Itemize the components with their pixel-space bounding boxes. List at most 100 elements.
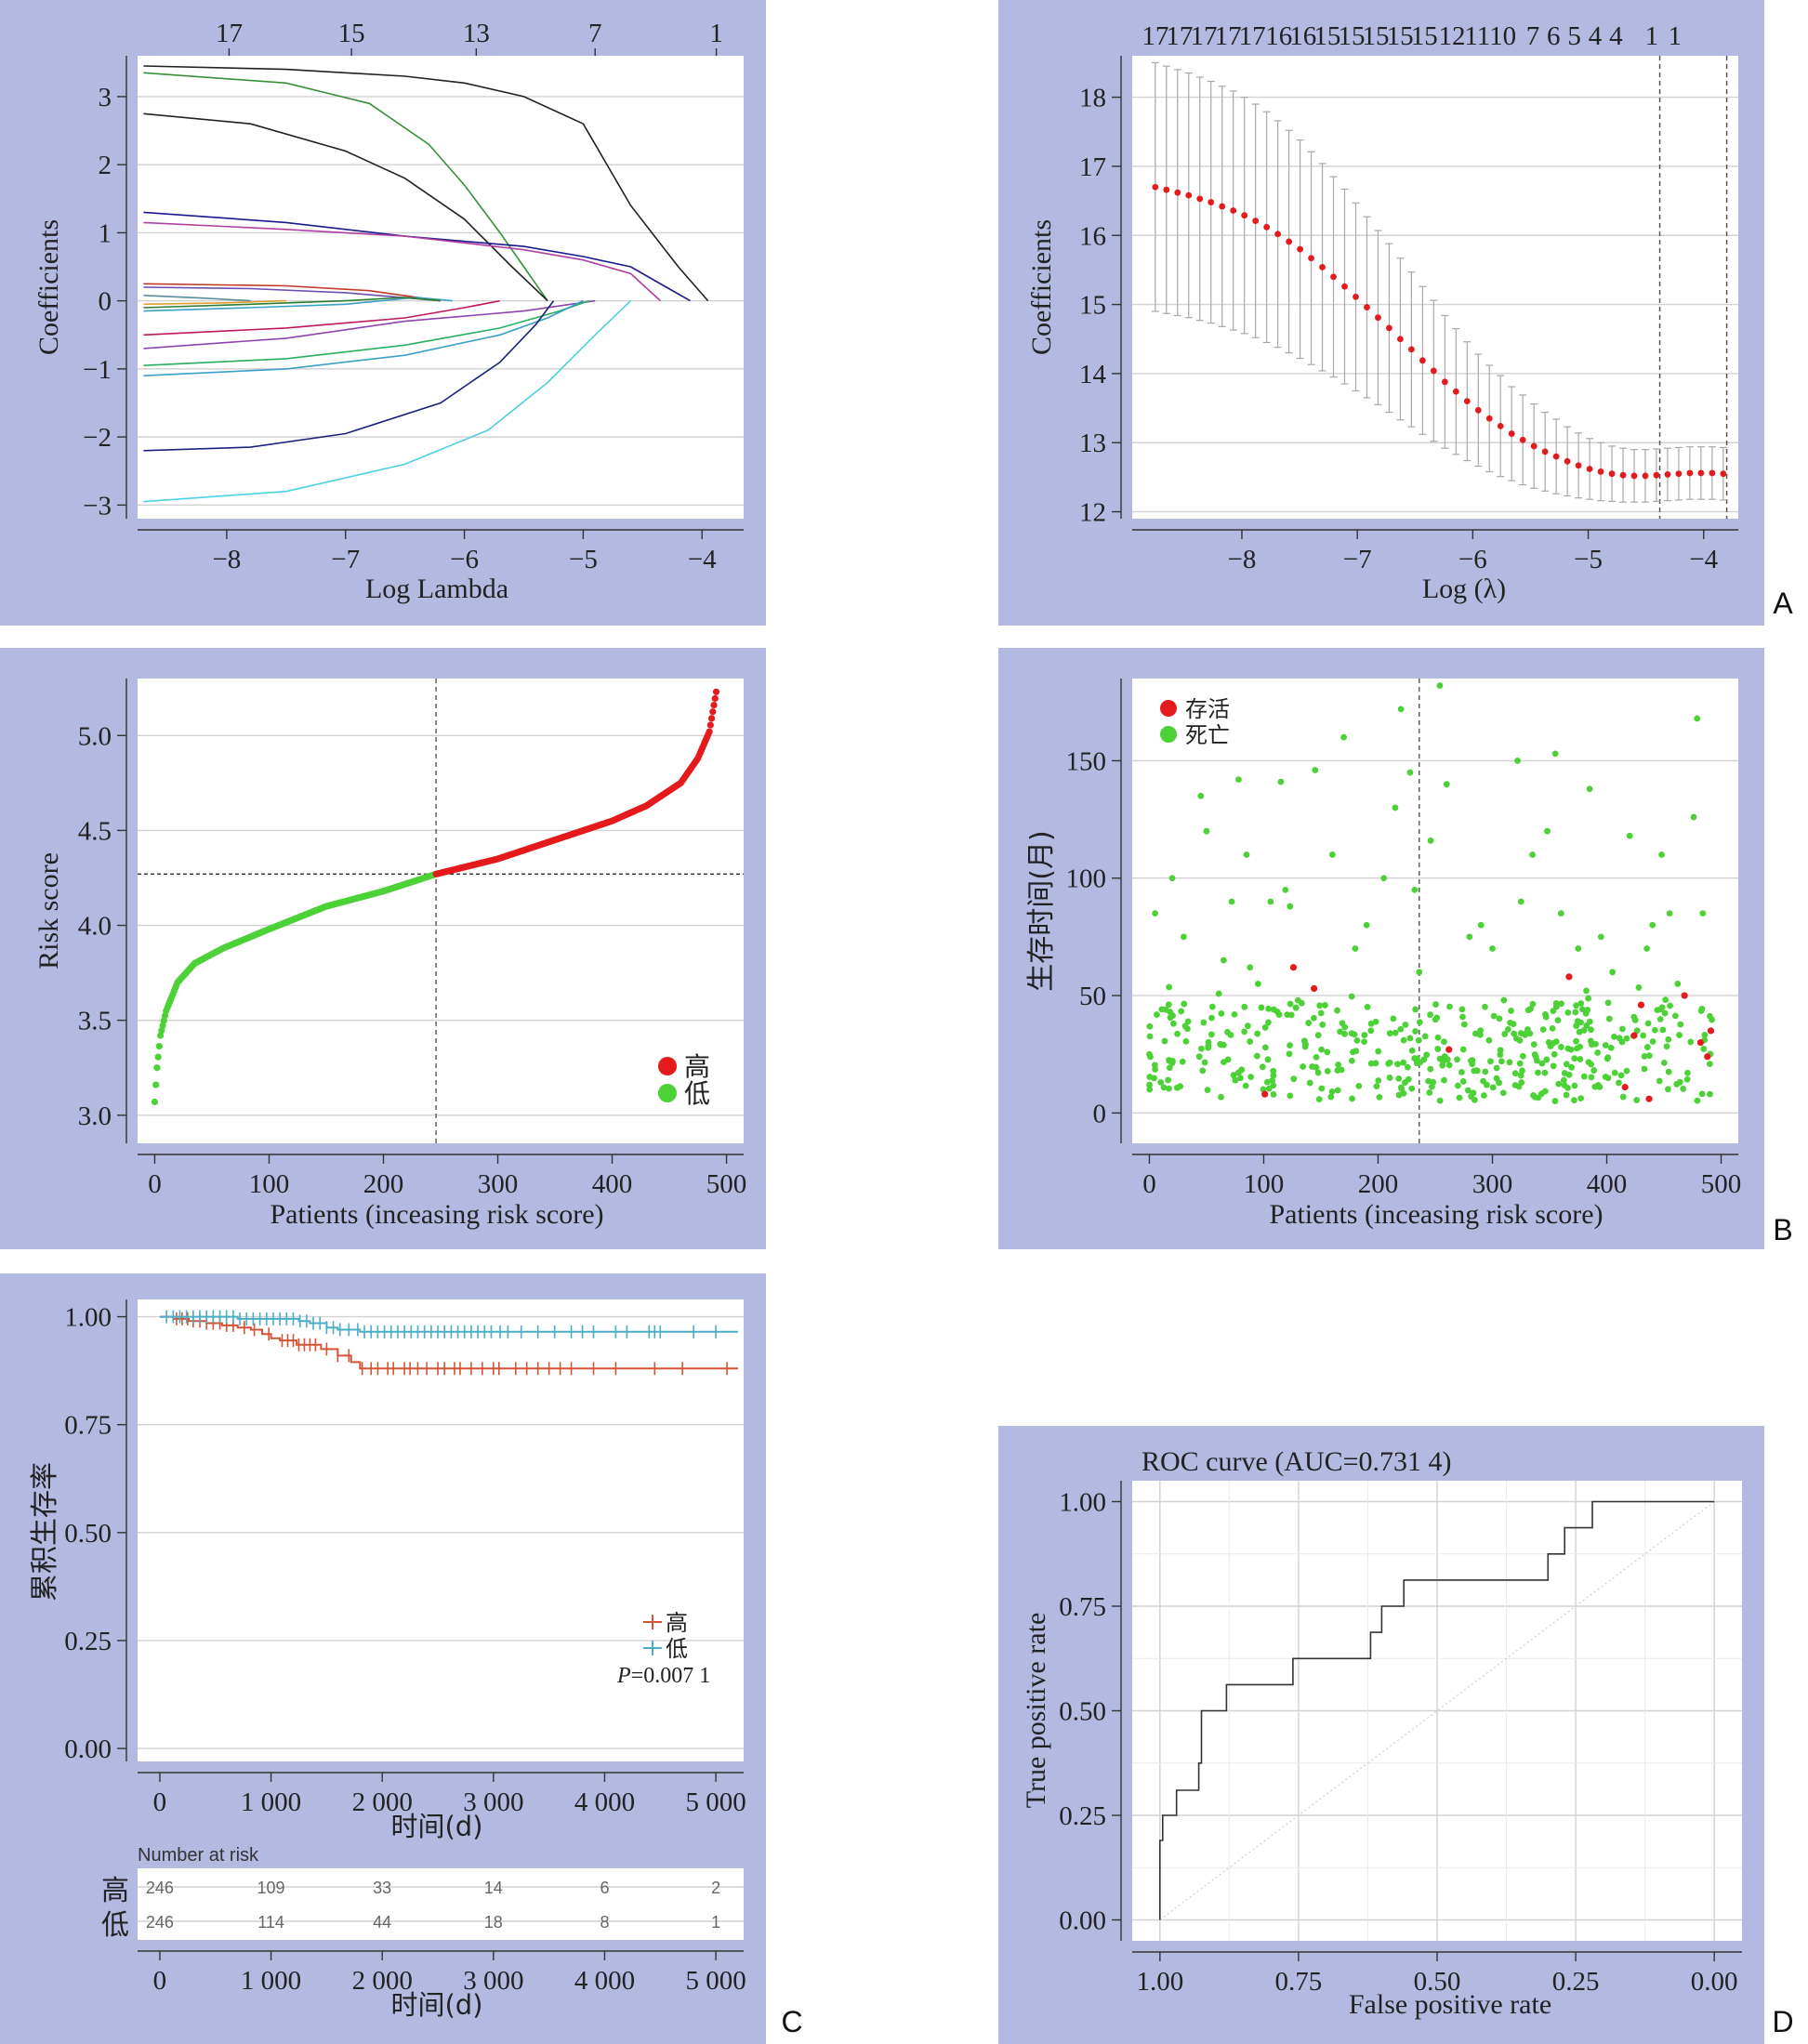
panel-c: 0 1 000 2 000 3 000 4 000 5 000 1.00 0.75 0.50 0.… <box>0 1273 766 2044</box>
dead-point <box>1341 1030 1348 1037</box>
dead-point <box>1427 1065 1434 1073</box>
cv-mean-point <box>1419 357 1426 364</box>
dead-point <box>1242 1082 1249 1089</box>
top-axis-label: 5 <box>1567 21 1581 51</box>
y-tick-label: −2 <box>83 423 112 453</box>
risk-x-tick-label: 2 000 <box>352 1966 413 1996</box>
y-tick-label: 3 <box>99 83 112 112</box>
dead-point <box>1426 1089 1433 1096</box>
dead-point <box>1270 1067 1277 1075</box>
dead-point <box>1577 1056 1584 1062</box>
dead-point <box>1529 1000 1537 1008</box>
dead-point <box>1300 1063 1307 1070</box>
dead-point <box>1397 1025 1405 1033</box>
dead-point <box>1538 1060 1546 1067</box>
dead-point <box>1232 1076 1239 1084</box>
dead-point <box>1541 1069 1549 1076</box>
dead-point <box>1314 1032 1322 1039</box>
dead-point <box>1516 1060 1524 1067</box>
dead-point <box>1411 1055 1419 1062</box>
dead-point <box>1408 1047 1416 1054</box>
dead-point <box>1269 1077 1276 1084</box>
plot-area <box>138 1299 744 1761</box>
dead-point <box>1405 1075 1412 1083</box>
dead-point <box>1706 1061 1713 1068</box>
dead-point <box>1290 1075 1298 1083</box>
y-tick-label: 1.00 <box>1059 1488 1106 1518</box>
dead-point <box>1400 1036 1407 1044</box>
legend-marker-high <box>658 1057 677 1075</box>
dead-point <box>1154 1011 1160 1018</box>
top-axis-label: 15 <box>338 19 365 48</box>
legend-label-dead: 死亡 <box>1185 722 1230 748</box>
dead-point <box>1539 1026 1547 1034</box>
dead-point <box>1667 1002 1673 1009</box>
dead-point <box>1386 1075 1393 1081</box>
risk-point <box>711 694 719 703</box>
dead-point <box>1264 1056 1272 1063</box>
dead-point <box>1184 1018 1192 1025</box>
y-axis-label: Coefficients <box>1026 219 1057 355</box>
dead-point <box>1571 1097 1577 1104</box>
alive-point <box>1637 1001 1645 1009</box>
dead-point <box>1575 945 1582 952</box>
x-tick-label: −8 <box>1228 545 1257 574</box>
y-tick-label: 1 <box>99 218 112 248</box>
dead-point <box>1552 1038 1560 1046</box>
cv-mean-point <box>1252 218 1260 225</box>
dead-point <box>1436 682 1444 689</box>
cv-mean-point <box>1720 470 1727 478</box>
dead-point <box>1623 1035 1630 1042</box>
cv-mean-point <box>1564 457 1571 465</box>
risk-score-points <box>138 679 744 1143</box>
y-tick-label: 0.00 <box>64 1734 112 1764</box>
coefficient-path <box>143 211 691 302</box>
dead-point <box>1181 1000 1188 1008</box>
dead-point <box>1517 1030 1524 1037</box>
risk-count: 114 <box>257 1913 284 1932</box>
legend-label-low: 低 <box>666 1636 688 1662</box>
dead-point <box>1300 1037 1308 1045</box>
cv-mean-point <box>1319 264 1326 270</box>
cv-mean-point <box>1619 471 1627 479</box>
cv-mean-point <box>1597 468 1604 475</box>
dead-point <box>1586 785 1593 793</box>
dead-point <box>1161 1037 1168 1045</box>
dead-point <box>1259 1063 1266 1071</box>
cv-mean-point <box>1530 442 1537 450</box>
y-tick-label: 5.0 <box>78 721 112 751</box>
dead-point <box>1550 1008 1557 1014</box>
dead-point <box>1306 1079 1313 1087</box>
top-axis-label: 17 <box>216 19 243 48</box>
dead-point <box>1367 1027 1375 1035</box>
dead-point <box>1694 1097 1701 1104</box>
dead-point <box>1353 1036 1361 1044</box>
dead-point <box>1585 995 1592 1002</box>
x-tick-label: 0.50 <box>1414 1967 1461 1997</box>
x-tick-label: 500 <box>1701 1169 1742 1199</box>
y-tick-label: 0.50 <box>64 1519 112 1549</box>
dead-point <box>1550 1062 1557 1070</box>
y-tick-label: 15 <box>1079 291 1106 321</box>
dead-point <box>1517 898 1524 905</box>
risk-table-area <box>138 1868 744 1940</box>
dead-point <box>1597 933 1604 941</box>
cv-mean-point <box>1297 245 1303 253</box>
dead-point <box>1198 1045 1205 1052</box>
dead-point <box>1218 1093 1224 1101</box>
dead-point <box>1497 1051 1504 1058</box>
dead-point <box>1551 750 1559 758</box>
dead-point <box>1372 1018 1379 1025</box>
dead-point <box>1459 1078 1467 1085</box>
dead-point <box>1258 1004 1265 1011</box>
coefficient-path <box>143 286 442 302</box>
dead-point <box>1253 1052 1260 1060</box>
dead-point <box>1461 1021 1468 1028</box>
dead-point <box>1395 1091 1403 1099</box>
y-tick-label: 0.25 <box>64 1627 112 1656</box>
dead-point <box>1421 1033 1429 1040</box>
dead-point <box>1349 1095 1355 1102</box>
dead-point <box>1375 1077 1382 1084</box>
dead-point <box>1588 1041 1595 1048</box>
dead-point <box>1287 1092 1294 1100</box>
